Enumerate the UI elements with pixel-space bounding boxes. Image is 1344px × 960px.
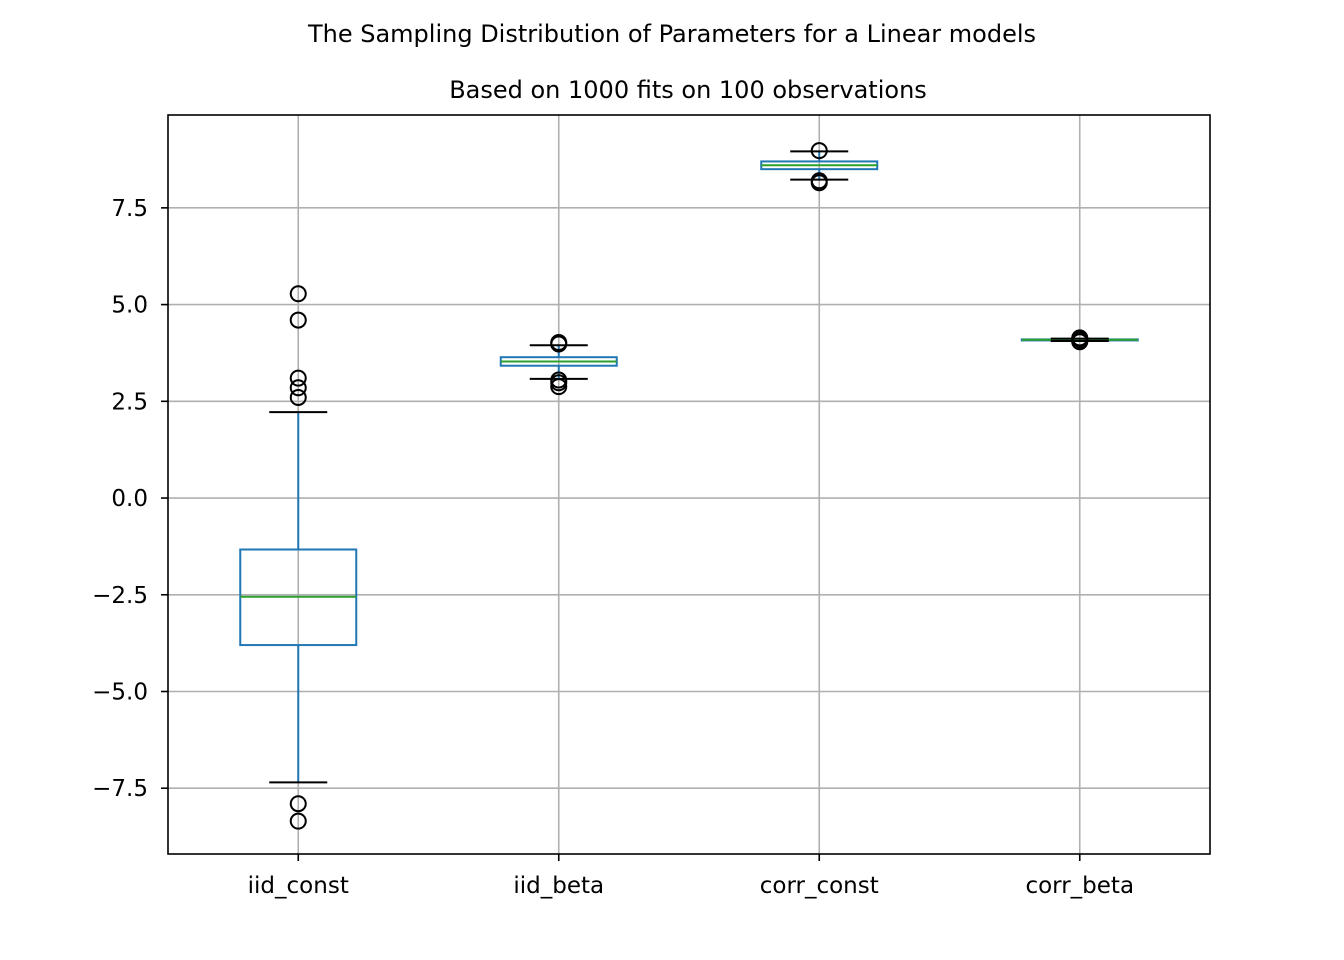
x-tick-label: corr_beta — [1025, 873, 1134, 899]
x-tick-label: iid_beta — [513, 873, 604, 899]
y-tick-label: −2.5 — [92, 583, 148, 609]
y-tick-label: −5.0 — [92, 679, 148, 705]
y-tick-label: 2.5 — [111, 389, 148, 415]
outlier-point — [810, 174, 828, 192]
outlier-point — [289, 369, 307, 387]
y-tick-label: −7.5 — [92, 776, 148, 802]
outlier-point — [810, 142, 828, 160]
outlier-point — [289, 795, 307, 813]
outlier-point — [1071, 333, 1089, 351]
outlier-point — [289, 812, 307, 830]
box-iid_beta — [499, 334, 618, 396]
outlier-point — [289, 311, 307, 329]
y-tick-label: 0.0 — [111, 486, 148, 512]
chart-subtitle: Based on 1000 fits on 100 observations — [449, 76, 927, 104]
outlier-point — [550, 378, 568, 396]
chart-title: The Sampling Distribution of Parameters … — [307, 20, 1036, 48]
outlier-point — [289, 379, 307, 397]
x-tick-label: iid_const — [248, 873, 349, 899]
outlier-point — [289, 388, 307, 406]
box-corr_const — [760, 142, 879, 192]
plot-frame — [167, 114, 1211, 855]
x-tick-label: corr_const — [760, 873, 879, 899]
box-corr_beta — [1020, 329, 1139, 351]
y-tick-label: 7.5 — [111, 196, 148, 222]
outlier-point — [289, 285, 307, 303]
outlier-point — [550, 335, 568, 353]
y-tick-label: 5.0 — [111, 293, 148, 319]
box-iid_const — [239, 285, 358, 830]
